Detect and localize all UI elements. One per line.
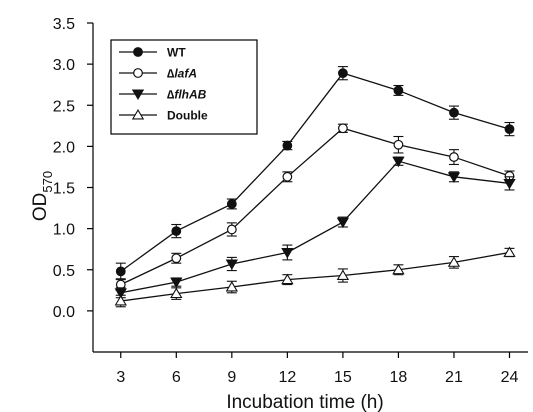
data-point xyxy=(281,273,294,285)
legend-label: ∆flhAB xyxy=(167,88,207,102)
y-axis-title: OD570 xyxy=(30,171,55,221)
data-point xyxy=(392,263,405,275)
legend-label: WT xyxy=(167,46,186,60)
x-tick-label: 12 xyxy=(278,369,296,386)
legend-marker xyxy=(133,47,143,57)
data-point xyxy=(226,199,237,209)
series-3 xyxy=(114,246,516,308)
y-axis-title-main: OD xyxy=(30,193,51,222)
data-point xyxy=(336,269,350,280)
data-point xyxy=(282,140,293,151)
data-point xyxy=(114,288,127,299)
data-point xyxy=(171,226,182,236)
y-tick-label: 0.5 xyxy=(53,263,75,280)
x-tick-label: 15 xyxy=(334,369,352,386)
data-point xyxy=(226,224,237,235)
data-point xyxy=(449,107,459,118)
data-point xyxy=(447,256,461,267)
data-point xyxy=(170,287,183,299)
series-0 xyxy=(115,66,515,281)
data-point xyxy=(171,253,182,264)
legend-marker xyxy=(131,108,145,120)
data-point xyxy=(392,156,405,168)
legend-label: ∆lafA xyxy=(167,67,197,81)
y-tick-label: 1.0 xyxy=(53,222,75,239)
data-point xyxy=(503,246,516,257)
legend-item: ∆flhAB xyxy=(119,88,207,102)
data-point xyxy=(337,68,348,79)
data-point xyxy=(337,123,348,134)
data-point xyxy=(504,124,515,135)
y-tick-label: 3.0 xyxy=(53,57,75,74)
x-tick-label: 9 xyxy=(227,369,236,386)
data-point xyxy=(393,139,404,150)
data-point xyxy=(225,259,238,271)
series-line xyxy=(120,127,510,286)
x-tick-label: 3 xyxy=(116,369,125,386)
data-point xyxy=(282,171,293,182)
x-tick-label: 6 xyxy=(172,369,181,386)
data-point xyxy=(449,152,459,162)
legend-item: WT xyxy=(119,46,186,60)
y-tick-label: 2.0 xyxy=(53,139,75,156)
data-point xyxy=(336,217,350,229)
data-point xyxy=(225,280,238,292)
series-layer xyxy=(114,66,516,308)
series-line xyxy=(120,251,510,302)
x-axis-title: Incubation time (h) xyxy=(226,392,383,412)
y-tick-label: 0.0 xyxy=(53,304,75,321)
legend-item: Double xyxy=(119,109,208,123)
ticks: 0.0 0.5 1.0 1.5 2.0 2.5 3.0 3.5 3 6 9 12 15 18 21 24 xyxy=(53,16,519,386)
legend-marker xyxy=(133,68,143,78)
data-point xyxy=(447,172,461,183)
x-tick-label: 18 xyxy=(390,369,408,386)
data-point xyxy=(393,85,404,96)
data-point xyxy=(503,178,516,190)
y-tick-label: 1.5 xyxy=(53,181,75,198)
series-line xyxy=(120,72,510,272)
x-tick-label: 24 xyxy=(501,369,519,386)
series-line xyxy=(120,160,510,294)
x-tick-label: 21 xyxy=(445,369,463,386)
legend-item: ∆lafA xyxy=(119,67,197,81)
y-tick-label: 2.5 xyxy=(53,98,75,115)
data-point xyxy=(170,277,183,289)
data-point xyxy=(281,248,294,259)
legend-label: Double xyxy=(167,109,208,123)
legend: WT ∆lafA ∆flhAB Double xyxy=(110,39,258,135)
data-point xyxy=(114,294,127,306)
data-point xyxy=(115,266,126,277)
y-tick-label: 3.5 xyxy=(53,16,75,33)
y-axis-title-subscript: 570 xyxy=(40,171,55,193)
legend-marker xyxy=(131,89,145,101)
